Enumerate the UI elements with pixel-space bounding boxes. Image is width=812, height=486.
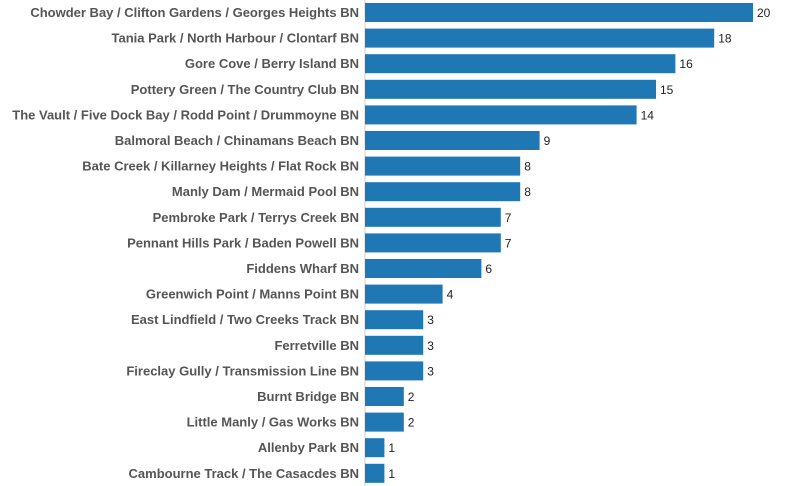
category-label-14: Fireclay Gully / Transmission Line BN [126, 363, 359, 378]
bar-14 [365, 361, 424, 381]
category-label-5: Balmoral Beach / Chinamans Beach BN [115, 133, 359, 148]
value-label-13: 3 [427, 339, 434, 353]
bar-7 [365, 182, 521, 202]
bar-9 [365, 233, 501, 253]
bar-1 [365, 28, 715, 48]
value-label-3: 15 [660, 83, 674, 97]
value-label-7: 8 [524, 185, 531, 199]
bar-2 [365, 54, 676, 74]
value-label-5: 9 [544, 134, 551, 148]
bar-18 [365, 463, 385, 483]
bar-11 [365, 284, 443, 304]
category-label-4: The Vault / Five Dock Bay / Rodd Point /… [12, 107, 359, 122]
bar-16 [365, 412, 404, 432]
category-label-3: Pottery Green / The Country Club BN [131, 82, 359, 97]
value-label-14: 3 [427, 364, 434, 378]
category-label-8: Pembroke Park / Terrys Creek BN [153, 210, 359, 225]
value-label-2: 16 [679, 57, 693, 71]
category-label-0: Chowder Bay / Clifton Gardens / Georges … [30, 5, 359, 20]
category-label-16: Little Manly / Gas Works BN [187, 415, 359, 430]
category-label-15: Burnt Bridge BN [257, 389, 359, 404]
category-label-11: Greenwich Point / Manns Point BN [146, 287, 359, 302]
bar-15 [365, 387, 404, 406]
value-label-8: 7 [505, 211, 512, 225]
value-label-11: 4 [447, 288, 454, 302]
value-label-17: 1 [388, 441, 395, 455]
category-label-13: Ferretville BN [274, 338, 359, 353]
bar-17 [365, 438, 385, 458]
category-labels-group: Chowder Bay / Clifton Gardens / Georges … [12, 5, 359, 481]
bar-12 [365, 310, 424, 330]
value-label-4: 14 [641, 108, 655, 122]
value-label-0: 20 [757, 6, 771, 20]
category-label-10: Fiddens Wharf BN [246, 261, 359, 276]
category-label-6: Bate Creek / Killarney Heights / Flat Ro… [82, 159, 359, 174]
bar-4 [365, 105, 637, 125]
category-label-9: Pennant Hills Park / Baden Powell BN [127, 235, 359, 250]
bar-10 [365, 259, 482, 278]
category-label-2: Gore Cove / Berry Island BN [185, 56, 359, 71]
bar-5 [365, 131, 540, 150]
category-label-7: Manly Dam / Mermaid Pool BN [172, 184, 359, 199]
category-label-18: Cambourne Track / The Casacdes BN [129, 466, 359, 481]
value-label-16: 2 [408, 416, 415, 430]
bar-3 [365, 79, 656, 99]
value-label-15: 2 [408, 390, 415, 404]
value-label-10: 6 [485, 262, 492, 276]
bar-0 [365, 3, 753, 22]
value-label-18: 1 [388, 467, 395, 481]
value-label-9: 7 [505, 236, 512, 250]
value-label-1: 18 [718, 32, 732, 46]
bar-6 [365, 156, 521, 176]
category-label-12: East Lindfield / Two Creeks Track BN [131, 312, 359, 327]
value-label-6: 8 [524, 160, 531, 174]
value-label-12: 3 [427, 313, 434, 327]
bars-group [365, 3, 753, 483]
category-label-17: Allenby Park BN [258, 440, 359, 455]
bar-8 [365, 207, 501, 227]
bar-13 [365, 335, 424, 355]
category-label-1: Tania Park / North Harbour / Clontarf BN [111, 31, 359, 46]
